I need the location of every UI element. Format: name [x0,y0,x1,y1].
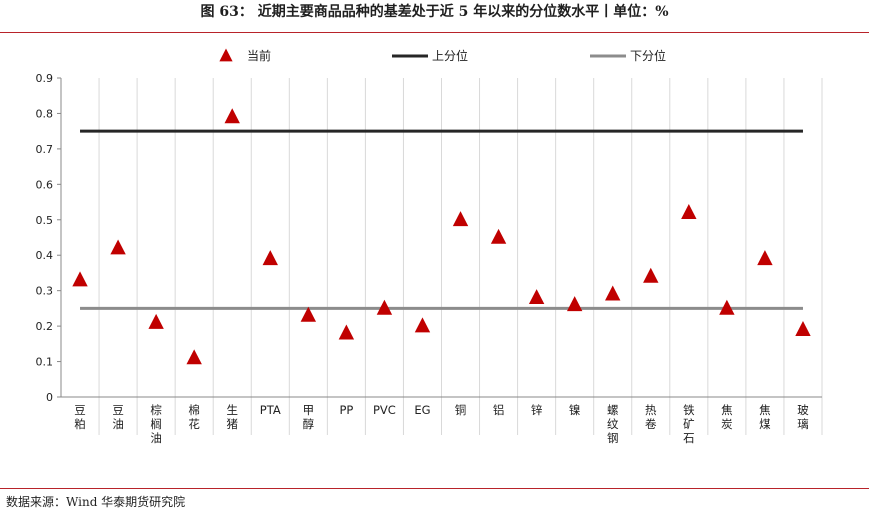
legend-label-lower: 下分位 [630,48,666,63]
y-tick-label: 0.2 [36,320,54,333]
reference-lines [80,129,803,310]
legend-label-current: 当前 [247,48,271,63]
legend-marker-current [219,48,233,62]
axes [60,78,822,398]
data-point-triangle [148,313,164,329]
x-tick-label: PTA [260,403,281,417]
category-gridlines [98,78,823,435]
x-tick-label: 铝 [493,403,505,417]
data-point-triangle [186,349,202,365]
x-tick-label: 热卷 [645,403,657,431]
x-tick-label: 豆油 [112,403,124,431]
x-tick-label: 玻璃 [797,403,809,431]
data-point-triangle [414,317,431,333]
y-tick-label: 0.5 [36,214,54,227]
data-point-triangle [72,271,88,287]
data-point-triangle [566,296,583,312]
x-tick-label: 铜 [455,403,467,417]
data-point-triangle [795,320,811,336]
data-source: 数据来源：Wind 华泰期货研究院 [6,495,186,509]
legend: 当前 上分位 下分位 [219,48,666,63]
data-point-triangle [757,250,773,266]
data-point-triangle [643,267,659,283]
top-divider [0,32,869,33]
y-axis-ticks: 0 0.1 0.2 0.3 0.4 0.5 0.6 0.7 0.8 0.9 [36,72,61,404]
y-tick-label: 0.4 [36,249,54,262]
data-point-triangle [681,204,697,219]
x-tick-label: 焦煤 [759,403,771,431]
bottom-divider [0,488,869,489]
x-tick-label: 棕榈油 [150,403,162,445]
y-tick-label: 0.7 [36,143,54,156]
y-tick-label: 0.8 [36,107,54,120]
x-tick-label: 焦炭 [721,403,733,431]
data-markers [72,108,811,365]
x-tick-label: 甲醇 [303,403,315,431]
data-point-triangle [300,306,317,322]
x-tick-label: 棉花 [188,403,200,431]
data-point-triangle [452,211,469,227]
y-tick-label: 0 [46,391,53,404]
data-point-triangle [719,299,735,315]
x-tick-label: PVC [373,403,396,417]
x-tick-label: 豆粕 [74,403,86,431]
y-tick-label: 0.1 [36,356,54,369]
x-tick-label: PP [339,403,353,417]
legend-label-upper: 上分位 [432,48,468,63]
data-point-triangle [490,228,507,244]
data-point-triangle [605,285,621,301]
y-tick-label: 0.6 [36,178,54,191]
x-tick-label: 锌 [531,403,543,417]
y-tick-label: 0.9 [36,72,54,85]
x-tick-label: 铁矿石 [683,403,695,445]
data-point-triangle [376,299,393,315]
data-point-triangle [338,324,355,340]
chart: 当前 上分位 下分位 0 0.1 0.2 0.3 0.4 0.5 0.6 0.7 0.8 0.9 豆粕… [36,48,823,445]
x-tick-label: 螺纹钢 [607,403,619,445]
x-tick-label: EG [414,403,430,417]
x-tick-label: 镍 [569,403,581,417]
data-point-triangle [528,289,545,305]
x-tick-label: 生猪 [226,403,238,431]
chart-title: 图 63： 近期主要商品品种的基差处于近 5 年以来的分位数水平丨单位：% [200,4,669,20]
data-point-triangle [110,239,126,255]
data-point-triangle [262,250,278,266]
y-tick-label: 0.3 [36,285,54,298]
data-point-triangle [224,108,240,124]
